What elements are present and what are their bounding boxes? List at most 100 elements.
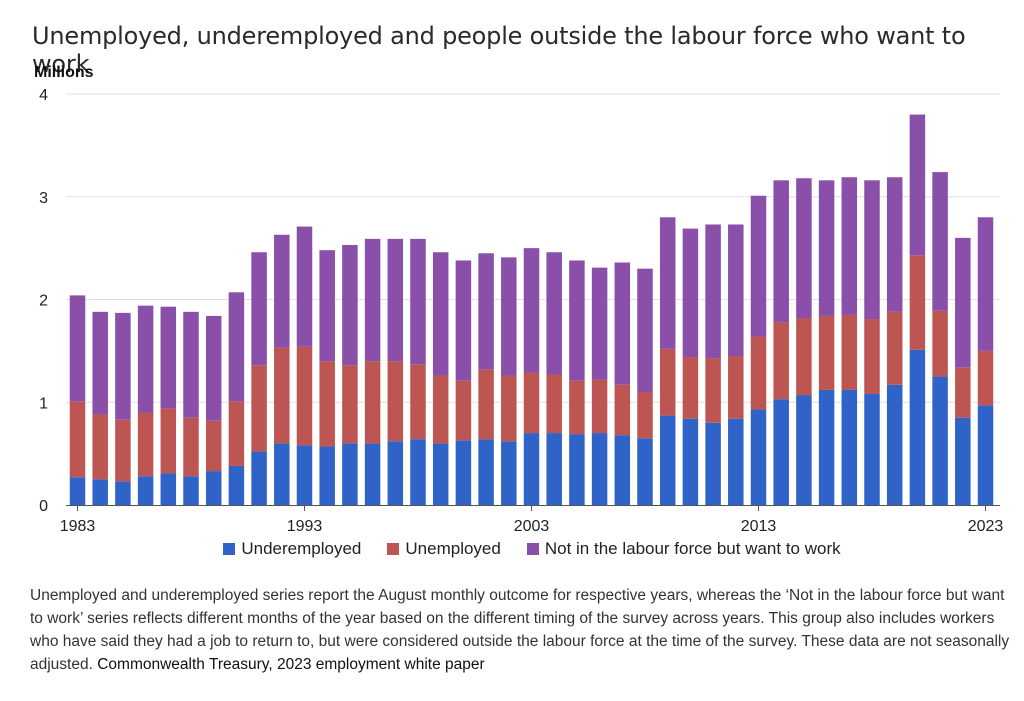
bar-nilf-2010 — [682, 228, 699, 358]
x-tick-label: 1993 — [287, 518, 323, 535]
bar-unemployed-1993 — [296, 346, 313, 446]
bar-unemployed-1986 — [137, 412, 154, 477]
bar-underemployed-1985 — [115, 481, 131, 505]
bar-nilf-1992 — [274, 234, 290, 348]
bar-underemployed-2003 — [523, 433, 540, 505]
x-tick-label: 2003 — [514, 518, 550, 535]
bar-nilf-2023 — [977, 217, 994, 351]
bar-unemployed-2014 — [773, 322, 789, 400]
bar-underemployed-1983 — [69, 477, 86, 505]
bar-underemployed-1996 — [364, 443, 381, 505]
bar-nilf-2011 — [705, 224, 721, 359]
bar-nilf-1993 — [296, 226, 313, 347]
bar-series — [69, 114, 994, 505]
bar-nilf-1989 — [205, 315, 222, 421]
bar-nilf-1991 — [251, 252, 267, 366]
x-axis-ticks: 1983 1993 2003 2013 2023 — [60, 505, 1004, 535]
bar-unemployed-1990 — [228, 401, 245, 466]
legend-item-underemployed: Underemployed — [223, 539, 361, 559]
bar-underemployed-2000 — [455, 440, 472, 505]
y-tick-label: 0 — [39, 498, 48, 515]
chart-title: Unemployed, underemployed and people out… — [32, 22, 966, 78]
bar-underemployed-2016 — [818, 389, 835, 505]
bar-nilf-1987 — [160, 306, 177, 409]
bar-unemployed-1987 — [160, 408, 177, 474]
bar-nilf-2022 — [955, 237, 971, 368]
bar-unemployed-1984 — [92, 414, 108, 480]
bar-nilf-2008 — [637, 268, 653, 392]
bar-nilf-1990 — [228, 292, 245, 402]
bar-unemployed-2017 — [841, 314, 858, 390]
bar-underemployed-1998 — [410, 439, 426, 505]
bar-nilf-2019 — [886, 177, 903, 312]
bar-unemployed-2016 — [818, 315, 835, 390]
bar-underemployed-2006 — [591, 433, 608, 505]
bar-unemployed-2001 — [478, 369, 494, 440]
bar-nilf-1999 — [432, 252, 449, 376]
bar-unemployed-2008 — [637, 391, 653, 439]
y-tick-label: 4 — [39, 87, 48, 104]
bar-nilf-2003 — [523, 248, 540, 373]
x-tick-label: 2023 — [968, 518, 1004, 535]
chart-footnote: Unemployed and underemployed series repo… — [30, 584, 1015, 676]
legend-label-nilf: Not in the labour force but want to work — [544, 539, 841, 558]
bar-underemployed-2004 — [546, 433, 562, 505]
bar-nilf-1985 — [115, 312, 131, 420]
chart-legend: Underemployed Unemployed Not in the labo… — [0, 539, 1024, 559]
bar-unemployed-1992 — [274, 347, 290, 444]
bar-underemployed-2007 — [614, 435, 631, 505]
bar-nilf-2021 — [932, 172, 948, 311]
bar-unemployed-1994 — [319, 361, 335, 447]
bar-nilf-2005 — [569, 260, 585, 381]
bar-nilf-2007 — [614, 262, 631, 385]
y-axis-units-label: Millions — [34, 64, 94, 81]
bar-nilf-2014 — [773, 180, 789, 323]
bar-underemployed-1987 — [160, 473, 177, 505]
bar-unemployed-1985 — [115, 419, 131, 482]
bar-unemployed-2005 — [569, 380, 585, 435]
legend-swatch-unemployed — [387, 543, 400, 555]
bar-nilf-1995 — [342, 245, 358, 366]
bar-unemployed-2012 — [728, 356, 744, 419]
y-tick-label: 2 — [39, 293, 48, 310]
bar-unemployed-2010 — [682, 357, 699, 419]
bar-underemployed-1984 — [92, 479, 108, 505]
bar-nilf-2017 — [841, 177, 858, 315]
bar-nilf-1984 — [92, 311, 108, 415]
y-tick-label: 3 — [39, 190, 48, 207]
bar-underemployed-2015 — [796, 395, 812, 505]
source-citation: Commonwealth Treasury, 2023 employment w… — [97, 656, 485, 673]
bar-underemployed-2012 — [728, 418, 744, 505]
bar-nilf-1994 — [319, 250, 335, 362]
legend-swatch-nilf — [526, 543, 539, 555]
stacked-bar-chart: 0 1 2 3 4 1983 1993 2003 2013 2023 — [39, 87, 1004, 535]
bar-nilf-2006 — [591, 267, 608, 380]
bar-nilf-1986 — [137, 305, 154, 413]
bar-underemployed-2020 — [909, 349, 926, 505]
bar-nilf-2000 — [455, 260, 472, 381]
bar-underemployed-2010 — [682, 418, 699, 505]
bar-nilf-2020 — [909, 114, 926, 256]
bar-unemployed-1988 — [183, 417, 199, 477]
bar-nilf-2004 — [546, 252, 562, 375]
legend-item-unemployed: Unemployed — [387, 539, 501, 559]
bar-underemployed-1995 — [342, 443, 358, 505]
bar-underemployed-2013 — [750, 409, 767, 505]
bar-unemployed-2002 — [501, 375, 517, 442]
bar-underemployed-2002 — [501, 441, 517, 505]
bar-unemployed-2015 — [796, 318, 812, 396]
bar-underemployed-2021 — [932, 376, 948, 505]
bar-unemployed-2018 — [864, 319, 880, 395]
bar-nilf-2009 — [659, 217, 676, 349]
bar-nilf-2016 — [818, 180, 835, 316]
bar-underemployed-1990 — [228, 465, 245, 505]
bar-unemployed-2011 — [705, 358, 721, 423]
y-tick-label: 1 — [39, 395, 48, 412]
bar-underemployed-2005 — [569, 434, 585, 505]
bar-underemployed-1988 — [183, 476, 199, 505]
bar-underemployed-2011 — [705, 422, 721, 505]
bar-unemployed-2021 — [932, 310, 948, 377]
bar-unemployed-2003 — [523, 372, 540, 434]
bar-underemployed-1986 — [137, 476, 154, 505]
bar-unemployed-2023 — [977, 350, 994, 406]
